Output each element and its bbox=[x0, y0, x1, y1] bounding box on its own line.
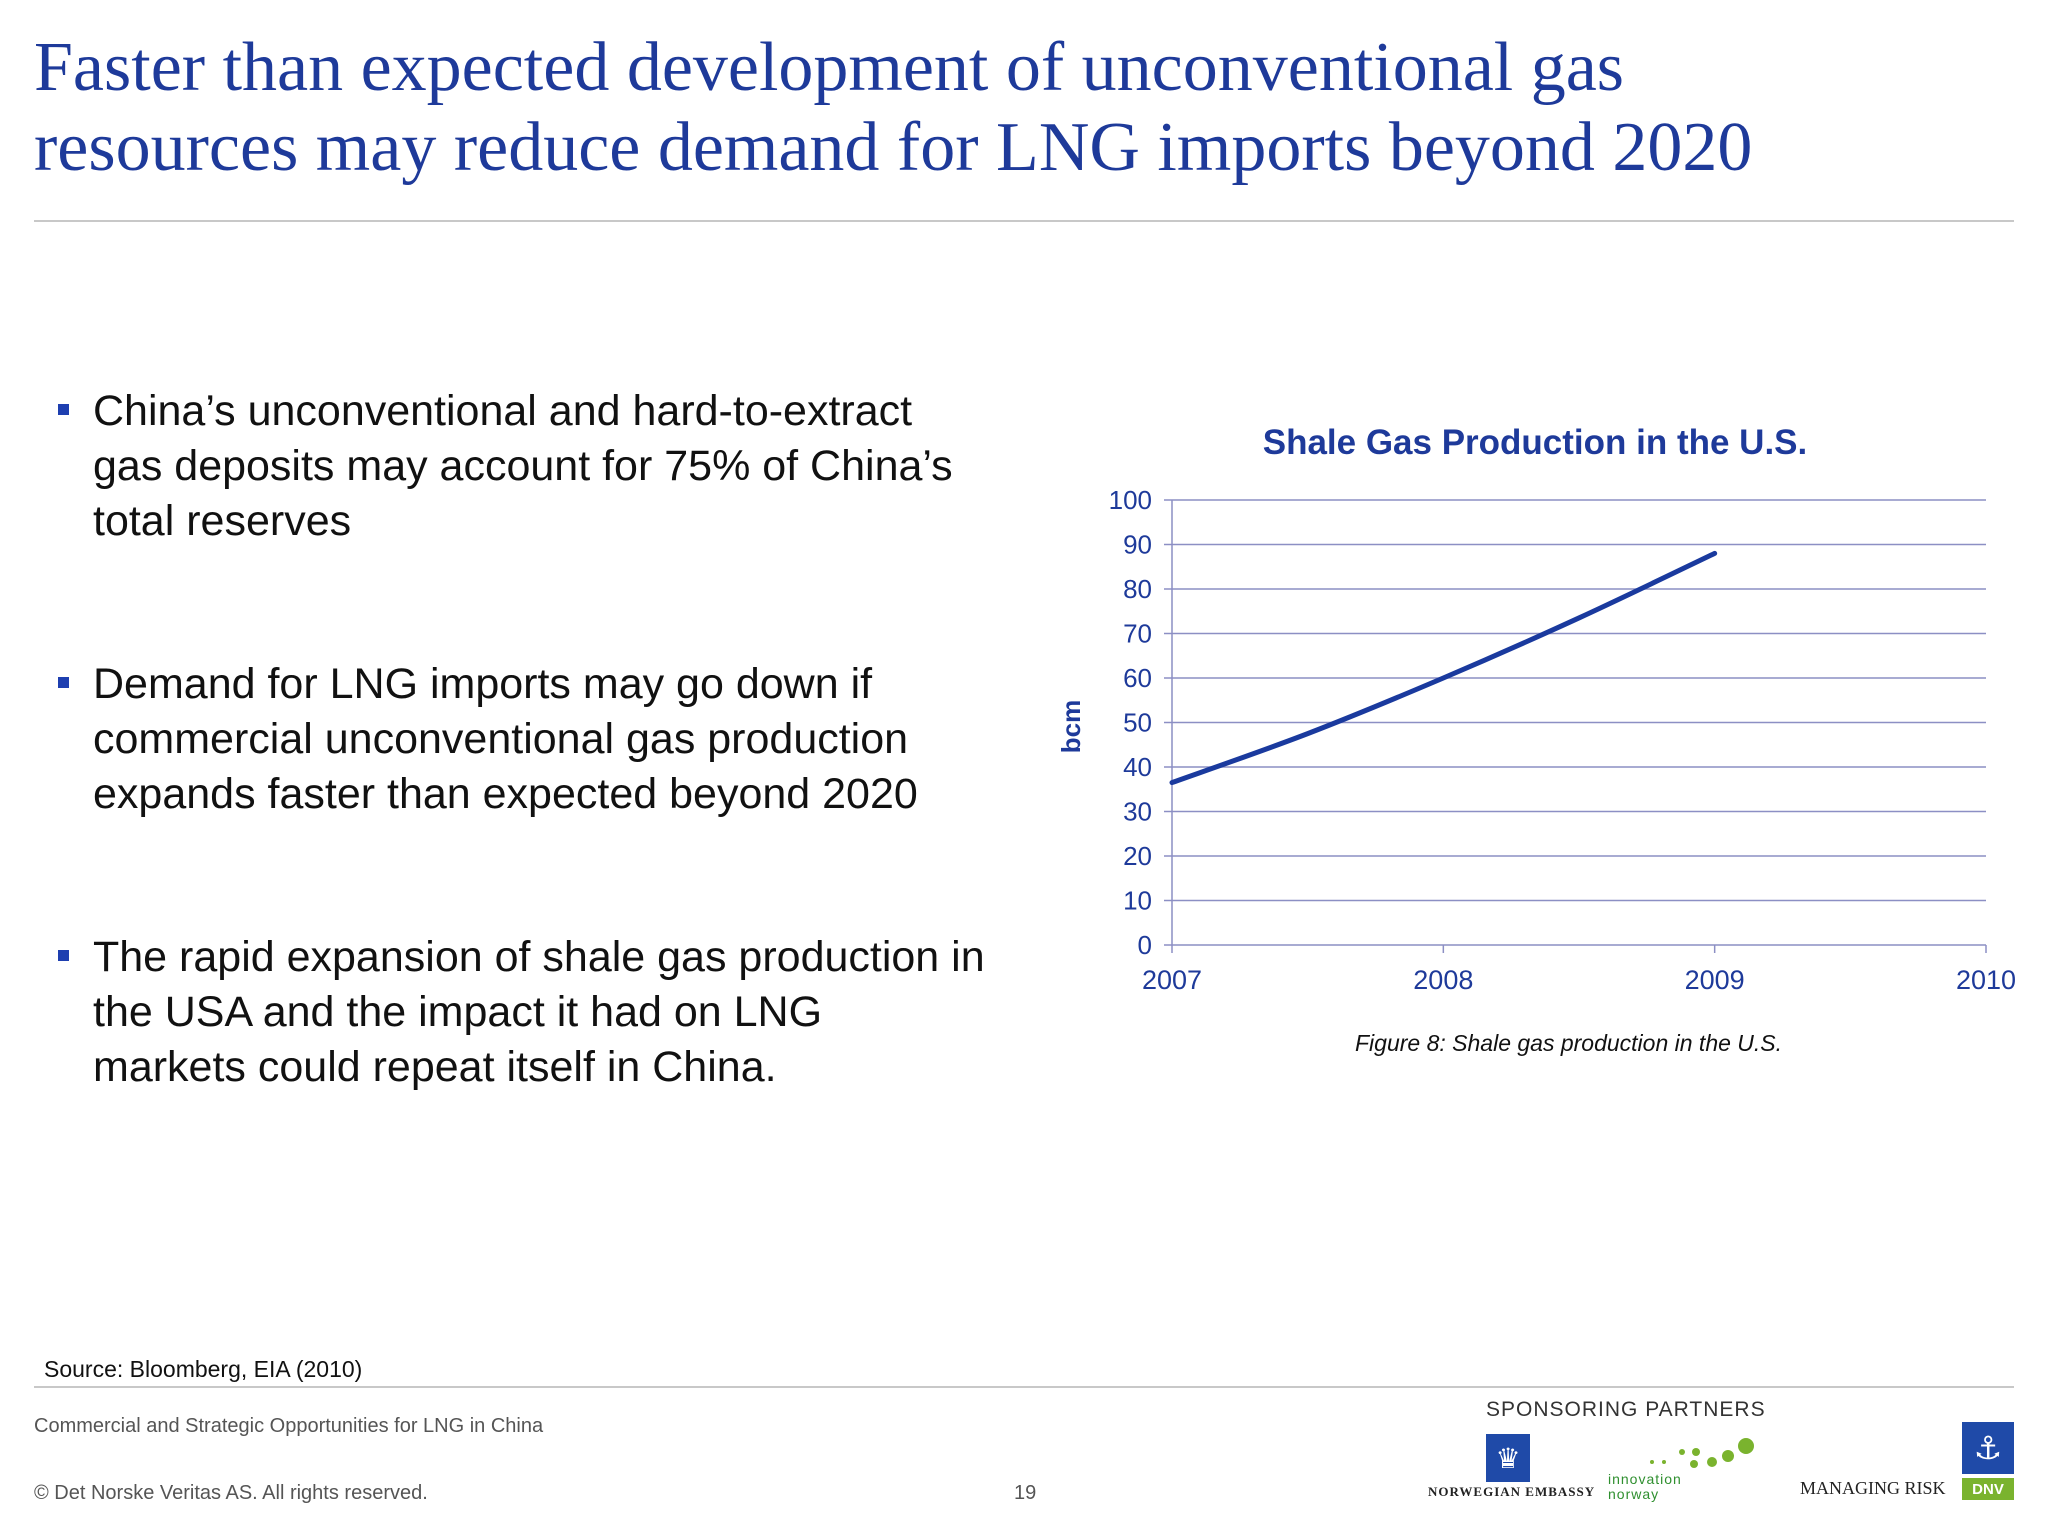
y-tick-label: 20 bbox=[1123, 841, 1152, 871]
title-divider bbox=[34, 220, 2014, 222]
y-tick-label: 0 bbox=[1138, 930, 1152, 960]
slide-title: Faster than expected development of unco… bbox=[34, 28, 1994, 188]
sponsors-label: SPONSORING PARTNERS bbox=[1486, 1398, 1766, 1421]
square-bullet-icon bbox=[58, 404, 69, 415]
bullet-list: China’s unconventional and hard-to-extra… bbox=[56, 384, 1066, 1203]
footer-copyright: © Det Norske Veritas AS. All rights rese… bbox=[34, 1482, 428, 1504]
y-tick-label: 70 bbox=[1123, 619, 1152, 649]
bullet-line: Demand for LNG imports may go down if bbox=[93, 660, 873, 708]
figure-caption: Figure 8: Shale gas production in the U.… bbox=[1355, 1030, 1783, 1056]
managing-risk-tagline: MANAGING RISK bbox=[1800, 1478, 1946, 1498]
innovation-dots-icon bbox=[1650, 1438, 1754, 1468]
x-tick-label: 2007 bbox=[1142, 965, 1202, 995]
x-tick-label: 2010 bbox=[1956, 965, 2016, 995]
bullet-line: gas deposits may account for 75% of Chin… bbox=[93, 442, 953, 490]
y-tick-label: 100 bbox=[1109, 485, 1152, 515]
footer-divider bbox=[34, 1386, 2014, 1388]
y-tick-label: 10 bbox=[1123, 886, 1152, 916]
page-number: 19 bbox=[1014, 1482, 1037, 1504]
dnv-logo: DNV bbox=[1962, 1478, 2014, 1500]
dnv-anchor-icon: ⚓ bbox=[1962, 1422, 2014, 1474]
bullet-line: the USA and the impact it had on LNG bbox=[93, 988, 823, 1036]
footer-document-title: Commercial and Strategic Opportunities f… bbox=[34, 1415, 544, 1437]
bullet-line: markets could repeat itself in China. bbox=[93, 1043, 777, 1091]
norway-lion-icon: ♛ bbox=[1486, 1434, 1530, 1482]
y-tick-label: 80 bbox=[1123, 574, 1152, 604]
x-tick-label: 2009 bbox=[1685, 965, 1745, 995]
x-tick-label: 2008 bbox=[1413, 965, 1473, 995]
y-tick-label: 60 bbox=[1123, 663, 1152, 693]
bullet-item: The rapid expansion of shale gas product… bbox=[56, 930, 1066, 1095]
shale-gas-chart: Shale Gas Production in the U.S. bcm 0 10… bbox=[1060, 423, 2016, 995]
bullet-line: China’s unconventional and hard-to-extra… bbox=[93, 387, 913, 435]
innovation-logo-line: norway bbox=[1608, 1486, 1660, 1502]
innovation-logo-line: innovation bbox=[1608, 1471, 1682, 1487]
bullet-line: total reserves bbox=[93, 497, 352, 545]
norwegian-embassy-logo: NORWEGIAN EMBASSY bbox=[1428, 1484, 1596, 1499]
bullet-line: The rapid expansion of shale gas product… bbox=[93, 933, 985, 981]
bullet-item: China’s unconventional and hard-to-extra… bbox=[56, 384, 1066, 549]
bullet-line: commercial unconventional gas production bbox=[93, 715, 909, 763]
bullet-line: expands faster than expected beyond 2020 bbox=[93, 770, 918, 818]
y-tick-label: 40 bbox=[1123, 752, 1152, 782]
y-tick-label: 30 bbox=[1123, 797, 1152, 827]
square-bullet-icon bbox=[58, 950, 69, 961]
y-tick-label: 90 bbox=[1123, 530, 1152, 560]
slide-title-line: Faster than expected development of unco… bbox=[34, 29, 1625, 106]
square-bullet-icon bbox=[58, 677, 69, 688]
slide-title-line: resources may reduce demand for LNG impo… bbox=[34, 109, 1753, 186]
y-tick-label: 50 bbox=[1123, 708, 1152, 738]
innovation-norway-logo: innovation norway bbox=[1608, 1472, 1682, 1502]
shale-gas-series-line bbox=[1169, 550, 1718, 786]
source-note: Source: Bloomberg, EIA (2010) bbox=[44, 1356, 363, 1382]
y-axis-label: bcm bbox=[1060, 700, 1086, 753]
chart-title: Shale Gas Production in the U.S. bbox=[1263, 423, 1808, 462]
bullet-item: Demand for LNG imports may go down if co… bbox=[56, 657, 1066, 822]
